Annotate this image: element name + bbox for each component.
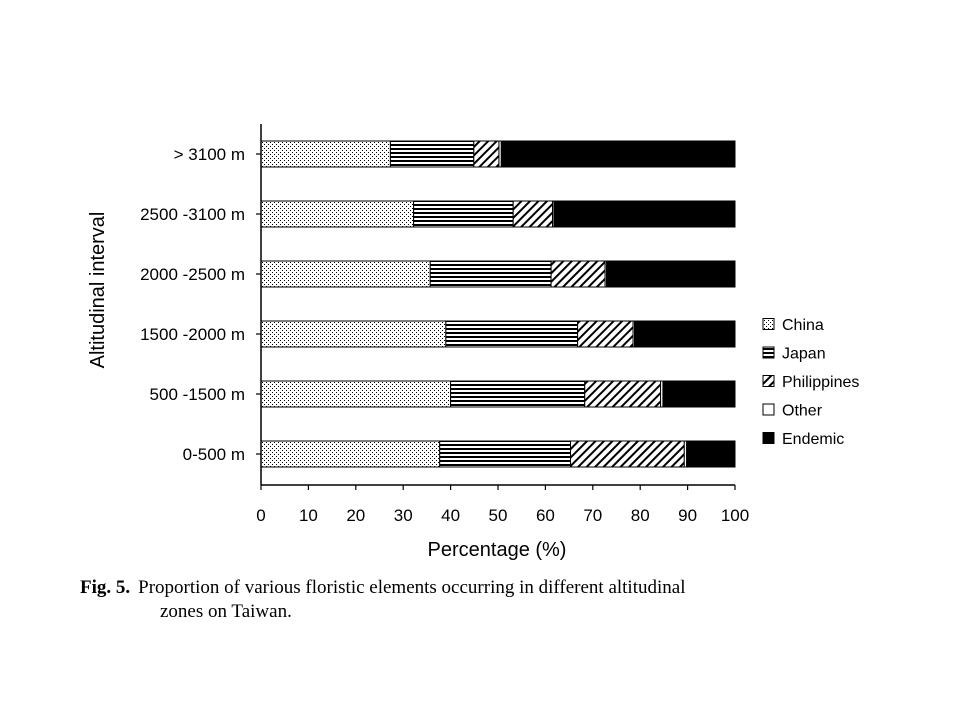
legend-label-japan: Japan xyxy=(782,346,826,363)
bar-endemic-2500-3100-m xyxy=(553,200,736,228)
bar-endemic-1500-2000-m xyxy=(634,320,736,348)
bar-endemic-0-500-m xyxy=(686,440,736,468)
x-tick-label: 60 xyxy=(536,506,555,525)
caption-text-line1: Proportion of various floristic elements… xyxy=(138,577,686,598)
x-tick-label: 20 xyxy=(346,506,365,525)
legend-swatch-philippines xyxy=(762,375,775,387)
caption-text-line2: zones on Taiwan. xyxy=(160,601,292,622)
bar-endemic-500-1500-m xyxy=(662,380,736,408)
y-tick-label: 0-500 m xyxy=(183,445,245,464)
bar-endemic-3100-m xyxy=(500,140,736,168)
y-tick-label: 1500 -2000 m xyxy=(140,325,245,344)
bar-japan-2500-3100-m xyxy=(413,200,514,228)
x-axis-title: Percentage (%) xyxy=(428,539,567,561)
bar-china-0-500-m xyxy=(260,440,441,468)
bar-china-2000-2500-m xyxy=(260,260,431,288)
bar-philippines-2000-2500-m xyxy=(550,260,606,288)
legend-swatch-endemic xyxy=(762,432,775,444)
legend-swatch-china xyxy=(762,318,775,330)
x-tick-label: 40 xyxy=(441,506,460,525)
legend-label-endemic: Endemic xyxy=(782,431,844,448)
legend-label-philippines: Philippines xyxy=(782,374,859,391)
x-tick-label: 10 xyxy=(299,506,318,525)
x-tick-label: 100 xyxy=(721,506,749,525)
bar-philippines-2500-3100-m xyxy=(512,200,554,228)
bars-layer: > 3100 m 2500 -3100 m 2000 -2500 m 1500 -20… xyxy=(140,140,736,468)
bar-japan-2000-2500-m xyxy=(429,260,552,288)
legend-swatch-japan xyxy=(762,346,775,359)
x-tick-label: 80 xyxy=(631,506,650,525)
x-tick-label: 0 xyxy=(256,506,265,525)
x-tick-label: 90 xyxy=(678,506,697,525)
legend-label-china: China xyxy=(782,317,824,334)
bar-endemic-2000-2500-m xyxy=(606,260,736,288)
caption-label: Fig. 5. xyxy=(80,577,131,598)
bar-philippines-500-1500-m xyxy=(584,380,662,408)
bar-china-500-1500-m xyxy=(260,380,452,408)
bar-china-3100-m xyxy=(260,140,391,168)
legend-label-other: Other xyxy=(782,403,823,420)
bar-philippines-3100-m xyxy=(473,140,500,168)
bar-japan-0-500-m xyxy=(439,440,572,468)
y-tick-label: 2500 -3100 m xyxy=(140,205,245,224)
legend: China Japan Philippines Other Endemic xyxy=(762,317,859,448)
bar-japan-3100-m xyxy=(389,140,475,168)
bar-china-1500-2000-m xyxy=(260,320,447,348)
y-axis-title: Altitudinal interval xyxy=(87,212,109,369)
x-tick-label: 70 xyxy=(583,506,602,525)
x-tick-label: 30 xyxy=(394,506,413,525)
axis-layer: 0 10 20 30 40 50 60 70 80 90 100 xyxy=(256,124,749,525)
y-tick-label: > 3100 m xyxy=(174,145,245,164)
bar-japan-500-1500-m xyxy=(450,380,586,408)
bar-japan-1500-2000-m xyxy=(445,320,579,348)
legend-swatch-other xyxy=(762,403,775,416)
bar-china-2500-3100-m xyxy=(260,200,415,228)
y-tick-label: 500 -1500 m xyxy=(150,385,245,404)
figure-caption: Fig. 5. Proportion of various floristic e… xyxy=(80,576,860,624)
bar-philippines-0-500-m xyxy=(570,440,685,468)
bar-philippines-1500-2000-m xyxy=(577,320,634,348)
y-tick-label: 2000 -2500 m xyxy=(140,265,245,284)
x-tick-label: 50 xyxy=(489,506,508,525)
